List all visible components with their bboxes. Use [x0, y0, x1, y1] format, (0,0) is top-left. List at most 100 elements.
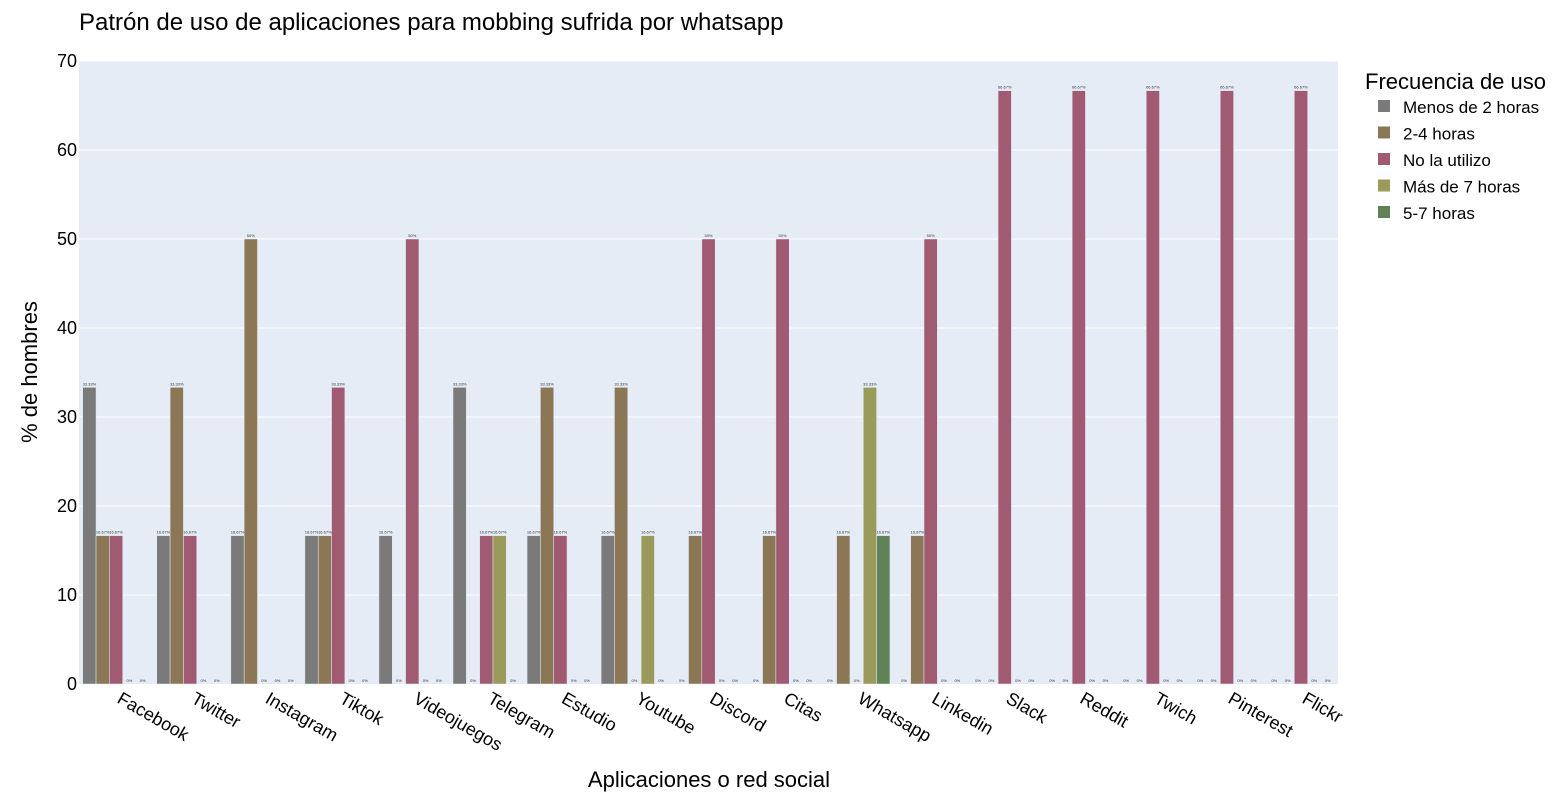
bar-value-label: 0% [658, 678, 664, 683]
bar [1071, 90, 1086, 685]
bar-value-label: 66.67% [1220, 85, 1234, 90]
bar-value-label: 16.67% [876, 530, 890, 535]
bar [1294, 90, 1308, 685]
bar-value-label: 0% [732, 678, 738, 683]
bar-value-label: 0% [827, 678, 833, 683]
bar [1145, 90, 1160, 685]
legend-swatch [1378, 179, 1390, 192]
bar-value-label: 0% [423, 678, 429, 683]
bar [230, 535, 245, 685]
bar-value-label: 16.67% [305, 530, 319, 535]
legend-title: Frecuencia de uso [1365, 69, 1546, 94]
bar-value-label: 0% [470, 678, 476, 683]
bar-value-label: 50% [247, 233, 255, 238]
bar [762, 535, 777, 685]
bar-value-label: 33.33% [453, 381, 467, 386]
bar-value-label: 0% [854, 678, 860, 683]
x-tick-label: Tiktok [336, 688, 388, 729]
bar-value-label: 16.67% [231, 530, 245, 535]
bar-value-label: 0% [1197, 678, 1203, 683]
bar [836, 535, 851, 685]
bar [701, 238, 716, 685]
bar [492, 535, 507, 685]
x-tick-label: Discord [707, 688, 770, 736]
bar-value-label: 33.33% [331, 381, 345, 386]
bar-value-label: 0% [288, 678, 294, 683]
legend-entry: No la utilizo [1403, 151, 1491, 170]
bar-value-label: 0% [362, 678, 368, 683]
bar [183, 535, 198, 685]
bar-value-label: 0% [436, 678, 442, 683]
bar-value-label: 16.67% [554, 530, 568, 535]
x-tick-label: Facebook [114, 688, 193, 745]
bar-value-label: 0% [954, 678, 960, 683]
legend-entry: 5-7 horas [1403, 204, 1475, 223]
bar-value-label: 16.67% [379, 530, 393, 535]
x-tick-label: Instagram [262, 688, 341, 745]
bar [614, 387, 629, 685]
bar-value-label: 16.67% [527, 530, 541, 535]
bar-value-label: 0% [571, 678, 577, 683]
bar-value-label: 0% [126, 678, 132, 683]
bar-value-label: 66.67% [1146, 85, 1160, 90]
y-tick-label: 70 [57, 51, 77, 71]
legend-entry: Más de 7 horas [1403, 178, 1520, 197]
y-tick-label: 60 [57, 140, 77, 160]
bar [775, 238, 790, 685]
x-tick-label: Citas [781, 688, 827, 726]
bar-value-label: 0% [1123, 678, 1129, 683]
bar-value-label: 0% [1049, 678, 1055, 683]
bar-value-label: 16.67% [601, 530, 615, 535]
bar [997, 90, 1012, 685]
x-tick-label: Reddit [1077, 688, 1132, 731]
bar-value-label: 66.67% [1072, 85, 1086, 90]
bar-value-label: 0% [1251, 678, 1257, 683]
bar-value-label: 0% [261, 678, 267, 683]
bar-value-label: 50% [927, 233, 935, 238]
bar-value-label: 0% [214, 678, 220, 683]
bar-value-label: 33.33% [170, 381, 184, 386]
bar [304, 535, 319, 685]
bar [600, 535, 615, 685]
x-axis-title: Aplicaciones o red social [588, 767, 830, 792]
legend-entry: 2-4 horas [1403, 125, 1475, 144]
bar [688, 535, 703, 685]
bar-value-label: 0% [1015, 678, 1021, 683]
bar-value-label: 0% [975, 678, 981, 683]
x-tick-label: Youtube [632, 688, 699, 738]
bar-value-label: 0% [632, 678, 638, 683]
y-tick-label: 40 [57, 318, 77, 338]
bar-value-label: 0% [1177, 678, 1183, 683]
bar-value-label: 0% [1029, 678, 1035, 683]
bar-value-label: 16.67% [493, 530, 507, 535]
x-tick-label: Pinterest [1225, 688, 1297, 741]
bar-value-label: 0% [584, 678, 590, 683]
bar [405, 238, 420, 685]
bar-value-label: 16.67% [641, 530, 655, 535]
bar [526, 535, 541, 685]
bar [109, 535, 123, 685]
bars [82, 90, 1308, 685]
bar [156, 535, 171, 685]
x-tick-label: Estudio [558, 688, 620, 735]
bar-value-label: 0% [941, 678, 947, 683]
bar-data-labels: 33.33%16.67% 16.67%0% 0%16.67%33.33%16.67%… [83, 85, 1331, 683]
y-tick-label: 0 [67, 674, 77, 694]
bar [1219, 90, 1234, 685]
bar-value-label: 0% [1137, 678, 1143, 683]
bar-value-label: 50% [704, 233, 712, 238]
bar-value-label: 16.67% [318, 530, 332, 535]
bar [95, 535, 110, 685]
bar-value-label: 33.33% [614, 381, 628, 386]
bar-value-label: 0% [793, 678, 799, 683]
bar [378, 535, 393, 685]
bar [82, 387, 97, 685]
legend: Frecuencia de uso Menos de 2 horas 2-4 ho… [1365, 69, 1546, 223]
bar-value-label: 16.67% [480, 530, 494, 535]
bar [540, 387, 554, 685]
bar-value-label: 0% [753, 678, 759, 683]
x-tick-label: Slack [1003, 688, 1052, 728]
bar-value-label: 0% [1211, 678, 1217, 683]
